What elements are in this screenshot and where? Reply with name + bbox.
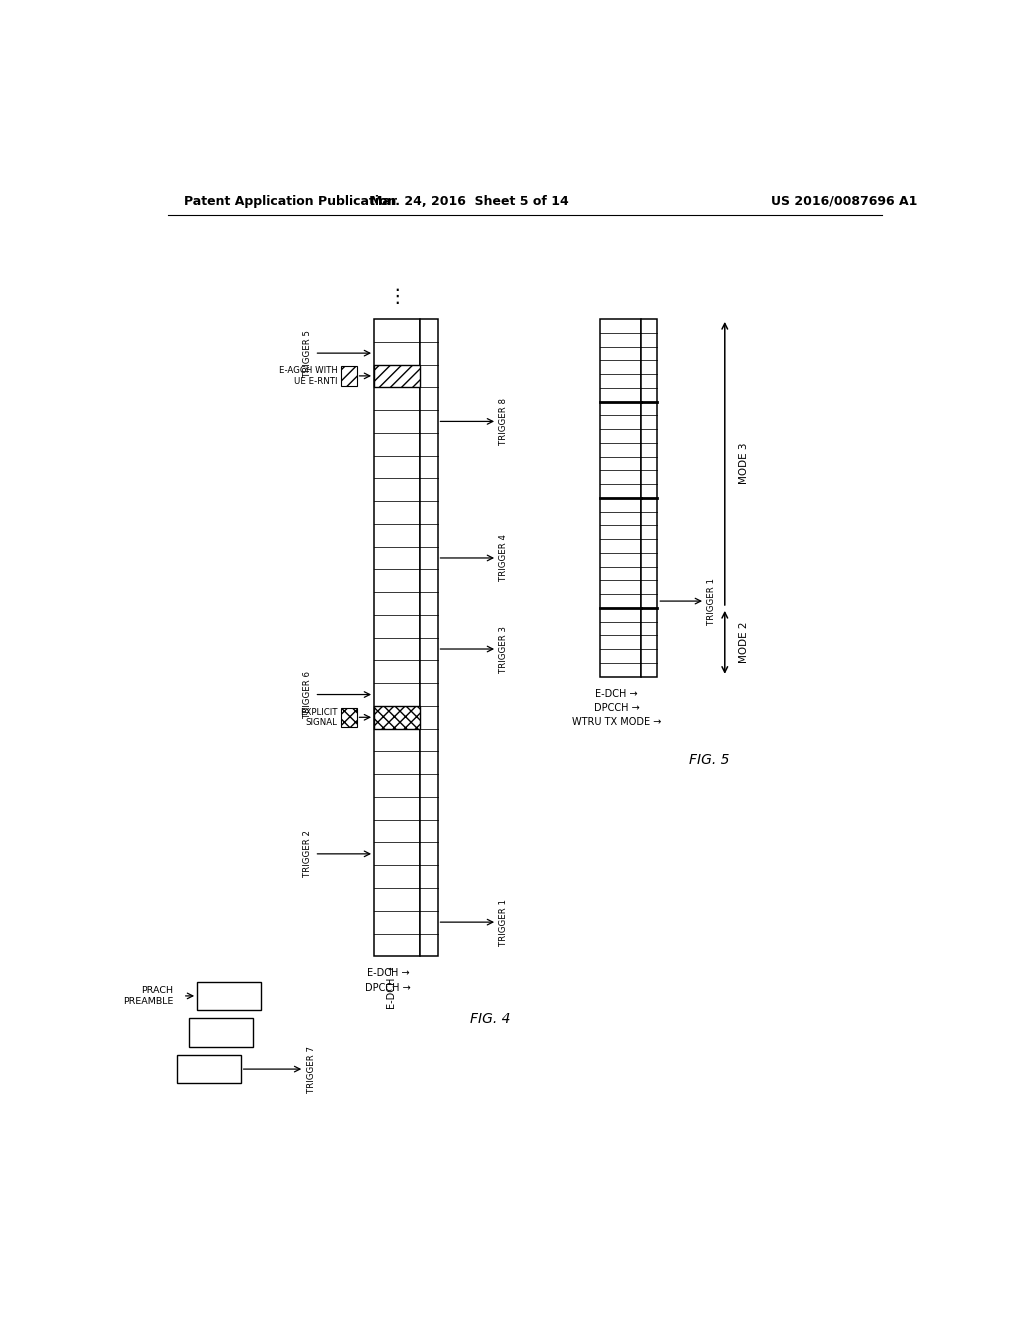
Text: MODE 2: MODE 2 bbox=[739, 622, 750, 663]
Text: EXPLICIT
SIGNAL: EXPLICIT SIGNAL bbox=[300, 708, 338, 727]
Text: TRIGGER 1: TRIGGER 1 bbox=[708, 578, 717, 624]
Bar bbox=[177, 1055, 241, 1084]
Text: TRIGGER 5: TRIGGER 5 bbox=[303, 330, 312, 376]
Bar bbox=[374, 706, 420, 729]
Bar bbox=[341, 366, 356, 385]
Text: MODE 3: MODE 3 bbox=[739, 442, 750, 484]
Text: DPCCH →: DPCCH → bbox=[594, 704, 640, 713]
Text: US 2016/0087696 A1: US 2016/0087696 A1 bbox=[771, 194, 918, 207]
Bar bbox=[374, 364, 420, 387]
Text: TRIGGER 4: TRIGGER 4 bbox=[500, 535, 508, 582]
Bar bbox=[197, 982, 260, 1010]
Bar bbox=[341, 708, 356, 727]
Bar bbox=[189, 1018, 253, 1047]
Bar bbox=[641, 319, 657, 677]
Text: Patent Application Publication: Patent Application Publication bbox=[183, 194, 396, 207]
Text: TRIGGER 1: TRIGGER 1 bbox=[500, 899, 508, 945]
Text: TRIGGER 6: TRIGGER 6 bbox=[303, 671, 312, 718]
Text: ⋮: ⋮ bbox=[387, 288, 407, 306]
Text: TRIGGER 3: TRIGGER 3 bbox=[500, 626, 508, 672]
Text: E-AGCH WITH
UE E-RNTI: E-AGCH WITH UE E-RNTI bbox=[279, 366, 338, 385]
Text: Mar. 24, 2016  Sheet 5 of 14: Mar. 24, 2016 Sheet 5 of 14 bbox=[370, 194, 568, 207]
Text: E-DCH →: E-DCH → bbox=[595, 689, 638, 700]
Bar bbox=[600, 319, 641, 677]
Text: TRIGGER 2: TRIGGER 2 bbox=[303, 830, 312, 878]
Text: DPCCH →: DPCCH → bbox=[365, 982, 411, 993]
Text: TRIGGER 8: TRIGGER 8 bbox=[500, 397, 508, 445]
Text: TRIGGER 7: TRIGGER 7 bbox=[306, 1045, 315, 1093]
Text: PRACH
PREAMBLE: PRACH PREAMBLE bbox=[123, 986, 173, 1006]
Text: FIG. 4: FIG. 4 bbox=[470, 1012, 511, 1026]
Text: E-DCH →: E-DCH → bbox=[387, 966, 397, 1008]
Text: FIG. 5: FIG. 5 bbox=[689, 752, 730, 767]
Bar bbox=[420, 319, 437, 956]
Text: WTRU TX MODE →: WTRU TX MODE → bbox=[572, 718, 662, 727]
Bar bbox=[374, 319, 420, 956]
Text: E-DCH →: E-DCH → bbox=[367, 969, 410, 978]
